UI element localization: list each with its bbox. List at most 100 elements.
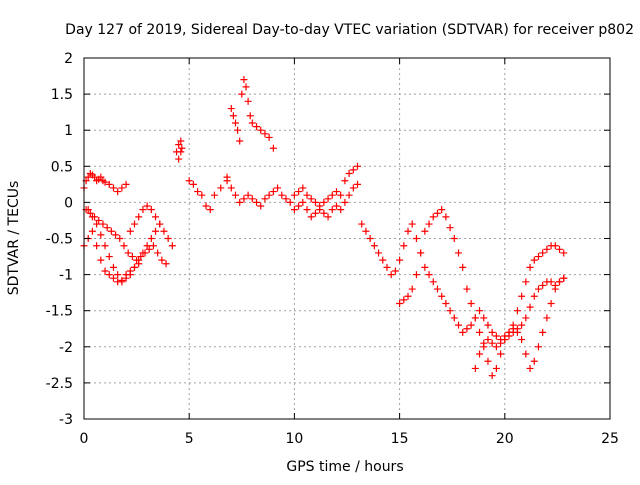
data-point [143,242,151,250]
data-point [337,191,345,199]
data-point [112,231,120,239]
data-point [206,206,214,214]
data-point [417,249,425,257]
data-point [421,227,429,235]
data-point [143,202,151,210]
data-point [404,227,412,235]
data-point [162,260,170,268]
data-point [438,206,446,214]
data-point [244,191,252,199]
data-point [556,245,564,253]
data-point [147,235,155,242]
y-tick-label: 0.5 [51,159,73,175]
data-point [118,184,126,192]
data-point [316,206,324,214]
data-point [126,227,134,235]
data-point [120,242,128,250]
data-point [375,249,383,257]
data-point [105,180,113,188]
data-point [202,202,210,210]
data-point [425,220,433,228]
data-point [463,325,471,333]
data-point [160,227,168,235]
data-point [341,177,349,185]
data-point [526,303,534,311]
data-point [518,336,526,344]
y-axis-label: SDTVAR / TECUs [6,181,22,296]
data-point [97,256,105,264]
data-point [303,206,311,214]
data-point [109,274,117,282]
data-point [358,220,366,228]
data-point [311,209,319,217]
data-point [109,263,117,271]
data-point [509,321,517,329]
data-point [328,206,336,214]
data-point [543,245,551,253]
data-point [518,321,526,329]
data-point [484,336,492,344]
x-tick-label: 15 [391,431,409,447]
data-point [158,256,166,264]
data-point [101,178,109,186]
data-point [253,198,261,206]
data-point [530,256,538,264]
data-point [116,235,124,242]
data-point [93,242,101,250]
data-point [105,271,113,279]
data-point [154,249,162,257]
data-point [480,314,488,322]
data-point [227,105,235,113]
y-tick-label: -2.5 [46,376,73,392]
data-point [236,137,244,145]
data-point [484,321,492,329]
data-point [101,267,109,275]
x-tick-label: 25 [601,431,619,447]
data-point [522,278,530,286]
data-point [539,281,547,289]
data-point [84,206,92,214]
data-point [265,133,273,141]
data-point [99,220,107,228]
data-point [547,278,555,286]
data-point [246,112,254,120]
data-point [248,195,256,203]
data-point [290,206,298,214]
data-point [122,180,130,188]
data-point [307,213,315,221]
data-point [261,195,269,203]
data-point [240,76,248,84]
data-point [137,253,145,261]
y-tick-label: 1 [64,123,73,139]
data-point [530,292,538,300]
data-point [442,213,450,221]
data-point [429,278,437,286]
data-point [534,343,542,351]
data-point [551,281,559,289]
data-point [560,274,568,282]
data-point [518,292,526,300]
y-tick-label: 1.5 [51,87,73,103]
data-point [522,350,530,358]
data-point [240,195,248,203]
data-point [471,314,479,322]
data-point [509,328,517,336]
chart-title: Day 127 of 2019, Sidereal Day-to-day VTE… [65,22,634,38]
data-point [324,213,332,221]
y-tick-label: 0 [64,195,73,211]
data-point [463,285,471,293]
data-point [86,209,94,217]
plot-frame [83,57,611,420]
data-point [547,299,555,307]
data-point [366,235,374,242]
data-point [471,364,479,372]
data-point [455,321,463,329]
data-point [135,213,143,221]
data-point [145,245,153,253]
data-point [91,173,99,181]
data-point [492,332,500,340]
grid-lines [84,58,610,419]
data-point [400,242,408,250]
data-point [257,126,265,134]
data-points [80,76,568,380]
